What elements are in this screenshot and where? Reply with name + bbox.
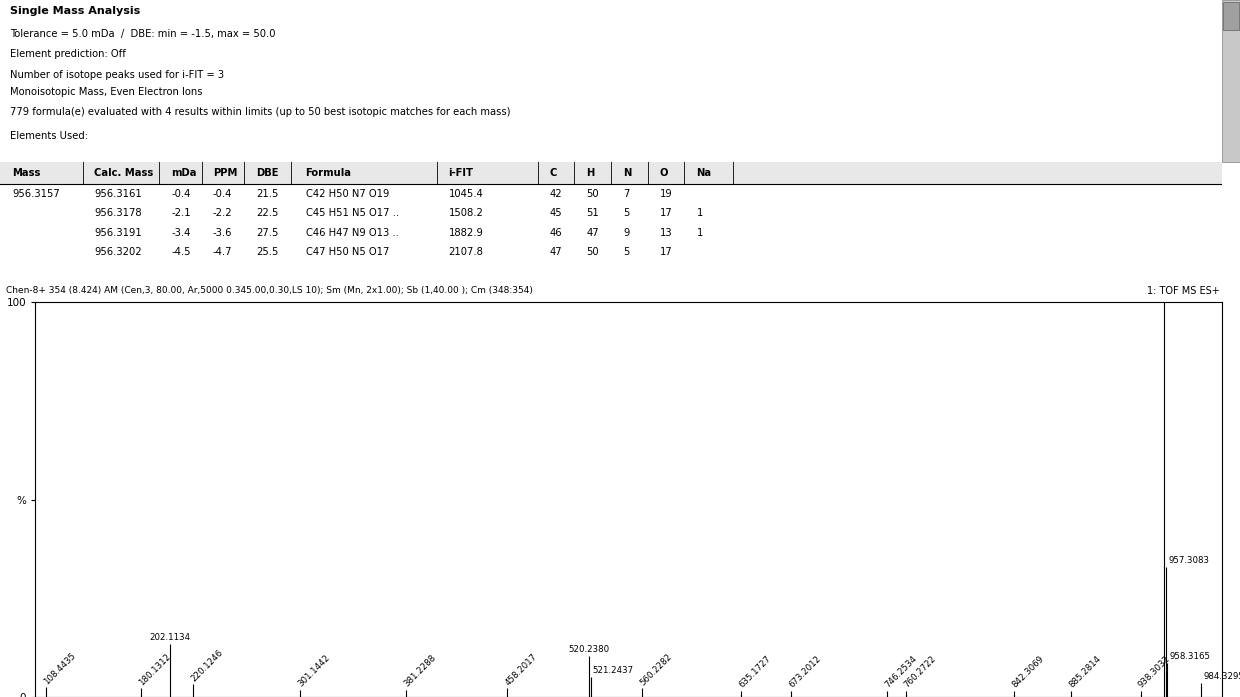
Text: Single Mass Analysis: Single Mass Analysis [10,6,140,17]
Text: 957.3083: 957.3083 [1168,556,1209,565]
Text: 1508.2: 1508.2 [449,208,484,218]
Text: C: C [549,168,557,178]
Text: 202.1134: 202.1134 [149,633,190,642]
Text: 46: 46 [549,228,563,238]
Bar [0,162,1221,184]
Text: 42: 42 [549,189,563,199]
Text: 1045.4: 1045.4 [449,189,484,199]
Text: 458.2017: 458.2017 [503,652,539,687]
Text: 108.4435: 108.4435 [42,650,78,686]
Text: 17: 17 [660,208,672,218]
Text: 51: 51 [587,208,599,218]
Text: C42 H50 N7 O19: C42 H50 N7 O19 [305,189,389,199]
Text: Na: Na [697,168,712,178]
Text: N: N [624,168,631,178]
Text: 25.5: 25.5 [257,247,279,257]
Text: ▲: ▲ [1229,8,1234,14]
Text: C47 H50 N5 O17: C47 H50 N5 O17 [305,247,389,257]
Text: 50: 50 [587,247,599,257]
Text: 746.2534: 746.2534 [884,654,919,690]
Text: -3.4: -3.4 [171,228,191,238]
Text: 779 formula(e) evaluated with 4 results within limits (up to 50 best isotopic ma: 779 formula(e) evaluated with 4 results … [10,107,511,117]
Text: 45: 45 [549,208,563,218]
Text: 50: 50 [587,189,599,199]
Text: Monoisotopic Mass, Even Electron Ions: Monoisotopic Mass, Even Electron Ions [10,88,202,98]
Text: Element prediction: Off: Element prediction: Off [10,49,125,59]
Text: 673.2012: 673.2012 [787,654,822,690]
Text: -2.1: -2.1 [171,208,191,218]
Text: 19: 19 [660,189,672,199]
Text: 301.1442: 301.1442 [296,653,332,689]
Text: Elements Used:: Elements Used: [10,131,88,141]
Text: 956.3157 9.88e+004: 956.3157 9.88e+004 [1116,315,1220,325]
Text: PPM: PPM [212,168,237,178]
Text: 958.3165: 958.3165 [1169,652,1210,661]
Text: 956.3157: 956.3157 [12,189,60,199]
Text: 27.5: 27.5 [257,228,279,238]
Text: 885.2814: 885.2814 [1066,654,1102,690]
Text: 17: 17 [660,247,672,257]
Text: 956.3161: 956.3161 [94,189,141,199]
Text: 1: TOF MS ES+: 1: TOF MS ES+ [1147,286,1220,296]
Text: 956.3202: 956.3202 [94,247,141,257]
Text: 1: 1 [697,228,703,238]
Text: 956.3191: 956.3191 [94,228,141,238]
Text: 635.1727: 635.1727 [737,654,773,690]
Text: -4.5: -4.5 [171,247,191,257]
Text: Number of isotope peaks used for i-FIT = 3: Number of isotope peaks used for i-FIT =… [10,70,224,79]
Text: 521.2437: 521.2437 [591,666,632,675]
Text: mDa: mDa [171,168,197,178]
Text: ▼: ▼ [1229,148,1234,154]
Text: 5: 5 [624,208,630,218]
Text: 220.1246: 220.1246 [190,648,226,683]
Text: DBE: DBE [257,168,279,178]
Text: -4.7: -4.7 [212,247,232,257]
Text: C45 H51 N5 O17 ..: C45 H51 N5 O17 .. [305,208,398,218]
Text: Tolerance = 5.0 mDa  /  DBE: min = -1.5, max = 50.0: Tolerance = 5.0 mDa / DBE: min = -1.5, m… [10,29,275,39]
Text: 5: 5 [624,247,630,257]
Text: Formula: Formula [305,168,351,178]
Text: 560.2282: 560.2282 [639,652,673,687]
Text: 22.5: 22.5 [257,208,279,218]
Text: 47: 47 [587,228,599,238]
Text: 956.3178: 956.3178 [94,208,141,218]
Text: 180.1312: 180.1312 [136,652,172,687]
Text: H: H [587,168,595,178]
Text: C46 H47 N9 O13 ..: C46 H47 N9 O13 .. [305,228,398,238]
Text: 13: 13 [660,228,672,238]
Text: 47: 47 [549,247,563,257]
Text: -2.2: -2.2 [212,208,232,218]
Text: 984.3295: 984.3295 [1204,672,1240,681]
Text: 21.5: 21.5 [257,189,279,199]
Text: 2107.8: 2107.8 [449,247,484,257]
Text: 938.3032: 938.3032 [1137,654,1172,690]
Text: Mass: Mass [12,168,41,178]
Text: 7: 7 [624,189,630,199]
Text: 842.3069: 842.3069 [1011,654,1045,690]
Text: O: O [660,168,668,178]
Text: 1: 1 [697,208,703,218]
Text: -0.4: -0.4 [212,189,232,199]
Text: 381.2288: 381.2288 [402,653,438,689]
Text: 760.2722: 760.2722 [901,654,937,690]
Text: 9: 9 [624,228,630,238]
Text: Calc. Mass: Calc. Mass [94,168,154,178]
Text: 520.2380: 520.2380 [569,645,610,654]
Text: -3.6: -3.6 [212,228,232,238]
Text: 1882.9: 1882.9 [449,228,484,238]
Text: -0.4: -0.4 [171,189,191,199]
Text: i-FIT: i-FIT [449,168,474,178]
Text: Chen-8+ 354 (8.424) AM (Cen,3, 80.00, Ar,5000 0.345.00,0.30,LS 10); Sm (Mn, 2x1.: Chen-8+ 354 (8.424) AM (Cen,3, 80.00, Ar… [6,286,533,296]
